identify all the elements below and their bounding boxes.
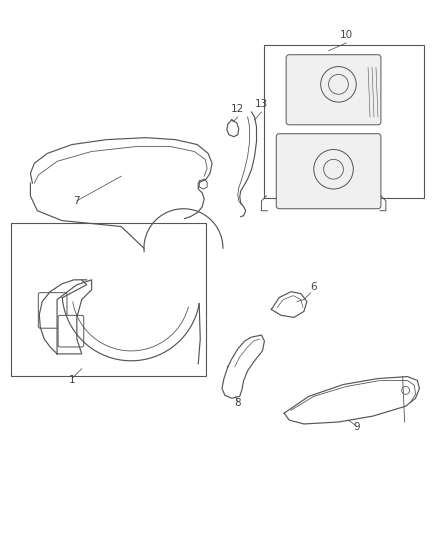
Text: 6: 6: [311, 282, 317, 292]
Text: 7: 7: [74, 196, 80, 206]
Bar: [11, 223, 206, 376]
FancyBboxPatch shape: [276, 134, 381, 209]
Text: 9: 9: [353, 422, 360, 432]
FancyBboxPatch shape: [38, 293, 67, 328]
Text: 13: 13: [255, 99, 268, 109]
Text: 8: 8: [234, 398, 241, 408]
Text: 1: 1: [69, 375, 75, 385]
Text: 12: 12: [231, 104, 244, 114]
Bar: [265, 45, 424, 198]
Text: 10: 10: [340, 30, 353, 40]
FancyBboxPatch shape: [58, 316, 84, 347]
FancyBboxPatch shape: [286, 55, 381, 125]
